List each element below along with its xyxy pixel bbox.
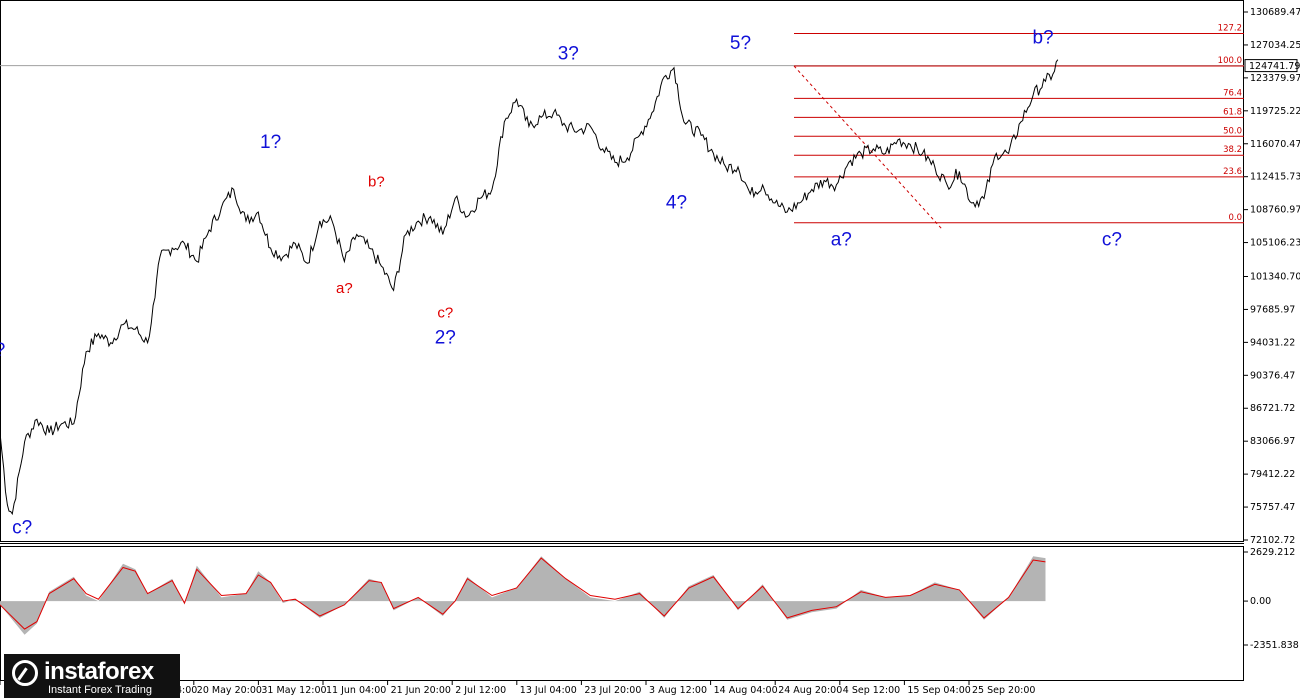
fib-level-label: 127.2 bbox=[1218, 24, 1242, 34]
logo-name: instaforex bbox=[44, 658, 154, 685]
price-axis-label: 119725.22 bbox=[1250, 106, 1300, 117]
price-axis-label: 83066.97 bbox=[1250, 436, 1295, 447]
price-axis-label: 94031.22 bbox=[1250, 337, 1295, 348]
wave-label: a? bbox=[831, 229, 852, 250]
wave-label: b? bbox=[368, 174, 385, 191]
wave-label: 2? bbox=[435, 328, 456, 349]
current-price-badge bbox=[1244, 59, 1298, 73]
instaforex-logo: instaforex Instant Forex Trading bbox=[4, 654, 180, 698]
wave-label: c? bbox=[1102, 229, 1122, 250]
price-axis-label: 97685.97 bbox=[1250, 304, 1295, 315]
price-axis-label: 79412.22 bbox=[1250, 469, 1295, 480]
wave-label: c? bbox=[437, 304, 453, 321]
price-axis-label: 127034.25 bbox=[1250, 40, 1300, 51]
time-axis-label: 2 Jul 12:00 bbox=[455, 685, 506, 696]
time-axis-label: 21 Jun 20:00 bbox=[391, 685, 451, 696]
logo-tagline: Instant Forex Trading bbox=[48, 684, 152, 696]
fib-level-label: 76.4 bbox=[1223, 88, 1242, 98]
fib-level-label: 61.8 bbox=[1223, 107, 1242, 117]
time-axis-label: 11 Jun 04:00 bbox=[326, 685, 386, 696]
osc-axis-label: 0.00 bbox=[1250, 596, 1271, 607]
price-axis-label: 105106.23 bbox=[1250, 238, 1300, 249]
current-price-label: 124741.79 bbox=[1249, 61, 1300, 72]
price-axis-label: 101340.70 bbox=[1250, 271, 1300, 282]
wave-label: 1? bbox=[260, 132, 281, 153]
fib-level-label: 38.2 bbox=[1223, 145, 1242, 155]
time-axis-label: 24 Aug 20:00 bbox=[778, 685, 842, 696]
price-layer: 127.2 100.0 76.4 61.8 50.0 38.2 23.6 0.0? c? 1? b?… bbox=[0, 24, 1244, 539]
price-axis-label: 112415.73 bbox=[1250, 172, 1300, 183]
logo-icon bbox=[12, 660, 38, 686]
price-axis-label: 130689.47 bbox=[1250, 7, 1300, 18]
fib-level-label: 100.0 bbox=[1218, 56, 1242, 66]
price-axis-label: 108760.97 bbox=[1250, 205, 1300, 216]
time-axis-label: 15 Sep 04:00 bbox=[907, 685, 970, 696]
time-axis-label: 20 May 20:00 bbox=[197, 685, 262, 696]
oscillator-panel-frame bbox=[0, 546, 1244, 681]
price-axis-label: 72102.72 bbox=[1250, 535, 1295, 546]
oscillator-signal-line bbox=[0, 557, 1046, 630]
price-axis-label: 90376.47 bbox=[1250, 370, 1295, 381]
oscillator-histogram bbox=[0, 556, 1046, 635]
wave-label: 3? bbox=[558, 44, 579, 65]
price-axis-label: 123379.97 bbox=[1250, 73, 1300, 84]
time-axis-label: 3 Aug 12:00 bbox=[649, 685, 707, 696]
wave-label: b? bbox=[1032, 27, 1053, 48]
time-axis-label: 25 Sep 20:00 bbox=[972, 685, 1035, 696]
wave-label: a? bbox=[336, 280, 353, 297]
price-axis-label: 116070.47 bbox=[1250, 139, 1300, 150]
time-axis-label: 31 May 12:00 bbox=[261, 685, 326, 696]
wave-label: ? bbox=[0, 340, 5, 361]
wave-label: c? bbox=[12, 518, 32, 539]
time-axis-label: 14 Aug 04:00 bbox=[714, 685, 778, 696]
osc-axis-label: -2351.838 bbox=[1250, 640, 1299, 651]
fib-level-label: 50.0 bbox=[1223, 126, 1242, 136]
fib-level-label: 23.6 bbox=[1223, 167, 1242, 177]
price-axis-label: 86721.72 bbox=[1250, 403, 1295, 414]
wave-label: 5? bbox=[730, 33, 751, 54]
time-axis-label: 23 Jul 20:00 bbox=[584, 685, 641, 696]
fib-level-label: 0.0 bbox=[1228, 213, 1242, 223]
oscillator-layer bbox=[0, 556, 1046, 635]
price-panel-frame bbox=[0, 0, 1244, 542]
wave-label: 4? bbox=[666, 192, 687, 213]
price-axis-label: 75757.47 bbox=[1250, 502, 1295, 513]
time-axis-label: 4 Sep 12:00 bbox=[843, 685, 900, 696]
time-axis-label: 13 Jul 04:00 bbox=[520, 685, 577, 696]
osc-axis-label: 2629.212 bbox=[1250, 547, 1295, 558]
price-series-line bbox=[0, 59, 1059, 516]
